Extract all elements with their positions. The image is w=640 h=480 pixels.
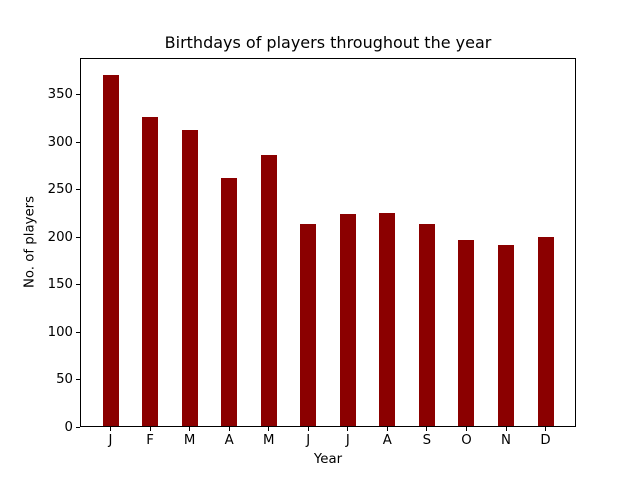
x-tick-mark-F-2: [149, 427, 151, 431]
y-tick-label-100: 100: [47, 324, 73, 340]
x-tick-label-J-1: J: [108, 433, 113, 448]
x-tick-mark-N-11: [505, 427, 507, 431]
x-tick-mark-S-9: [426, 427, 428, 431]
bar-J-6: [300, 224, 317, 426]
y-tick-mark-200: [76, 236, 80, 238]
x-tick-mark-A-8: [386, 427, 388, 431]
y-tick-label-0: 0: [64, 419, 73, 435]
x-tick-label-A-8: A: [382, 433, 392, 448]
x-tick-mark-D-12: [545, 427, 547, 431]
bar-J-1: [102, 75, 119, 426]
bar-J-7: [339, 214, 356, 426]
y-tick-mark-300: [76, 141, 80, 143]
bar-S-9: [418, 224, 435, 426]
x-tick-mark-M-5: [268, 427, 270, 431]
x-tick-label-S-9: S: [422, 433, 432, 448]
y-tick-mark-0: [76, 426, 80, 428]
x-axis-label: Year: [313, 452, 343, 467]
bar-N-11: [498, 245, 514, 426]
x-tick-label-M-3: M: [183, 433, 196, 448]
x-tick-label-D-12: D: [540, 433, 551, 448]
x-tick-label-J-6: J: [306, 433, 311, 448]
x-tick-label-A-4: A: [224, 433, 234, 448]
plot-area: [80, 58, 576, 427]
bar-A-4: [221, 178, 238, 426]
bar-F-2: [142, 117, 159, 426]
chart-title: Birthdays of players throughout the year: [164, 33, 492, 52]
bar-D-12: [537, 237, 554, 426]
y-tick-label-300: 300: [47, 134, 73, 150]
x-tick-mark-M-3: [189, 427, 191, 431]
y-tick-mark-150: [76, 284, 80, 286]
y-tick-label-200: 200: [47, 229, 73, 245]
bar-A-8: [379, 213, 396, 426]
bar-M-3: [181, 130, 198, 426]
y-tick-mark-100: [76, 331, 80, 333]
y-tick-label-150: 150: [47, 277, 73, 293]
y-tick-label-50: 50: [56, 372, 73, 387]
y-tick-label-350: 350: [47, 87, 73, 103]
x-tick-mark-J-7: [347, 427, 349, 431]
x-tick-label-M-5: M: [262, 433, 275, 448]
y-tick-label-250: 250: [47, 182, 73, 198]
y-tick-mark-50: [76, 379, 80, 380]
x-tick-label-F-2: F: [146, 433, 154, 448]
bar-M-5: [260, 155, 277, 426]
y-tick-mark-250: [76, 189, 80, 191]
x-tick-mark-J-1: [110, 427, 111, 431]
y-tick-mark-350: [76, 94, 80, 96]
x-tick-mark-J-6: [307, 427, 309, 431]
x-tick-mark-A-4: [228, 427, 230, 431]
x-tick-label-N-11: N: [501, 433, 511, 448]
x-tick-label-J-7: J: [345, 433, 350, 448]
bar-O-10: [458, 240, 475, 426]
x-tick-label-O-10: O: [461, 433, 472, 448]
x-tick-mark-O-10: [465, 427, 467, 431]
